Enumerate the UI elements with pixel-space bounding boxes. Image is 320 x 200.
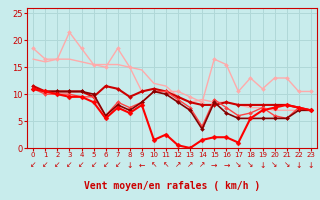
Text: ↓: ↓ bbox=[295, 160, 302, 170]
Text: ↗: ↗ bbox=[199, 160, 205, 170]
Text: ↘: ↘ bbox=[284, 160, 290, 170]
Text: ↘: ↘ bbox=[247, 160, 254, 170]
Text: ↙: ↙ bbox=[102, 160, 109, 170]
Text: →: → bbox=[223, 160, 229, 170]
Text: ↓: ↓ bbox=[259, 160, 266, 170]
Text: ↙: ↙ bbox=[78, 160, 85, 170]
Text: ↖: ↖ bbox=[163, 160, 169, 170]
Text: ↗: ↗ bbox=[175, 160, 181, 170]
Text: ↙: ↙ bbox=[90, 160, 97, 170]
Text: ↙: ↙ bbox=[54, 160, 60, 170]
Text: Vent moyen/en rafales ( km/h ): Vent moyen/en rafales ( km/h ) bbox=[84, 181, 260, 191]
Text: ↘: ↘ bbox=[271, 160, 278, 170]
Text: ↓: ↓ bbox=[308, 160, 314, 170]
Text: ↙: ↙ bbox=[42, 160, 49, 170]
Text: →: → bbox=[211, 160, 217, 170]
Text: ↙: ↙ bbox=[30, 160, 36, 170]
Text: ↙: ↙ bbox=[66, 160, 73, 170]
Text: ↙: ↙ bbox=[115, 160, 121, 170]
Text: ↗: ↗ bbox=[187, 160, 193, 170]
Text: ↘: ↘ bbox=[235, 160, 242, 170]
Text: ↓: ↓ bbox=[127, 160, 133, 170]
Text: ↖: ↖ bbox=[151, 160, 157, 170]
Text: ←: ← bbox=[139, 160, 145, 170]
